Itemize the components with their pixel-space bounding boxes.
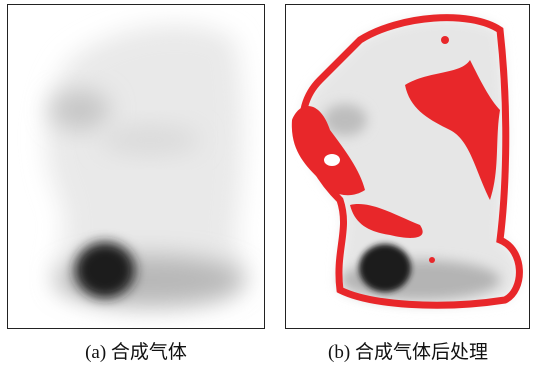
figure: (a) 合成气体 (b) 合成气体后处理 — [0, 0, 540, 369]
panel-a-image — [8, 5, 264, 328]
panel-a-caption: (a) 合成气体 — [85, 341, 187, 363]
panel-b-caption: (b) 合成气体后处理 — [328, 341, 488, 363]
page: {"panels": [{"caption": "(a) 合成气体"}, {"c… — [0, 0, 540, 369]
panel-b-image — [286, 5, 529, 328]
